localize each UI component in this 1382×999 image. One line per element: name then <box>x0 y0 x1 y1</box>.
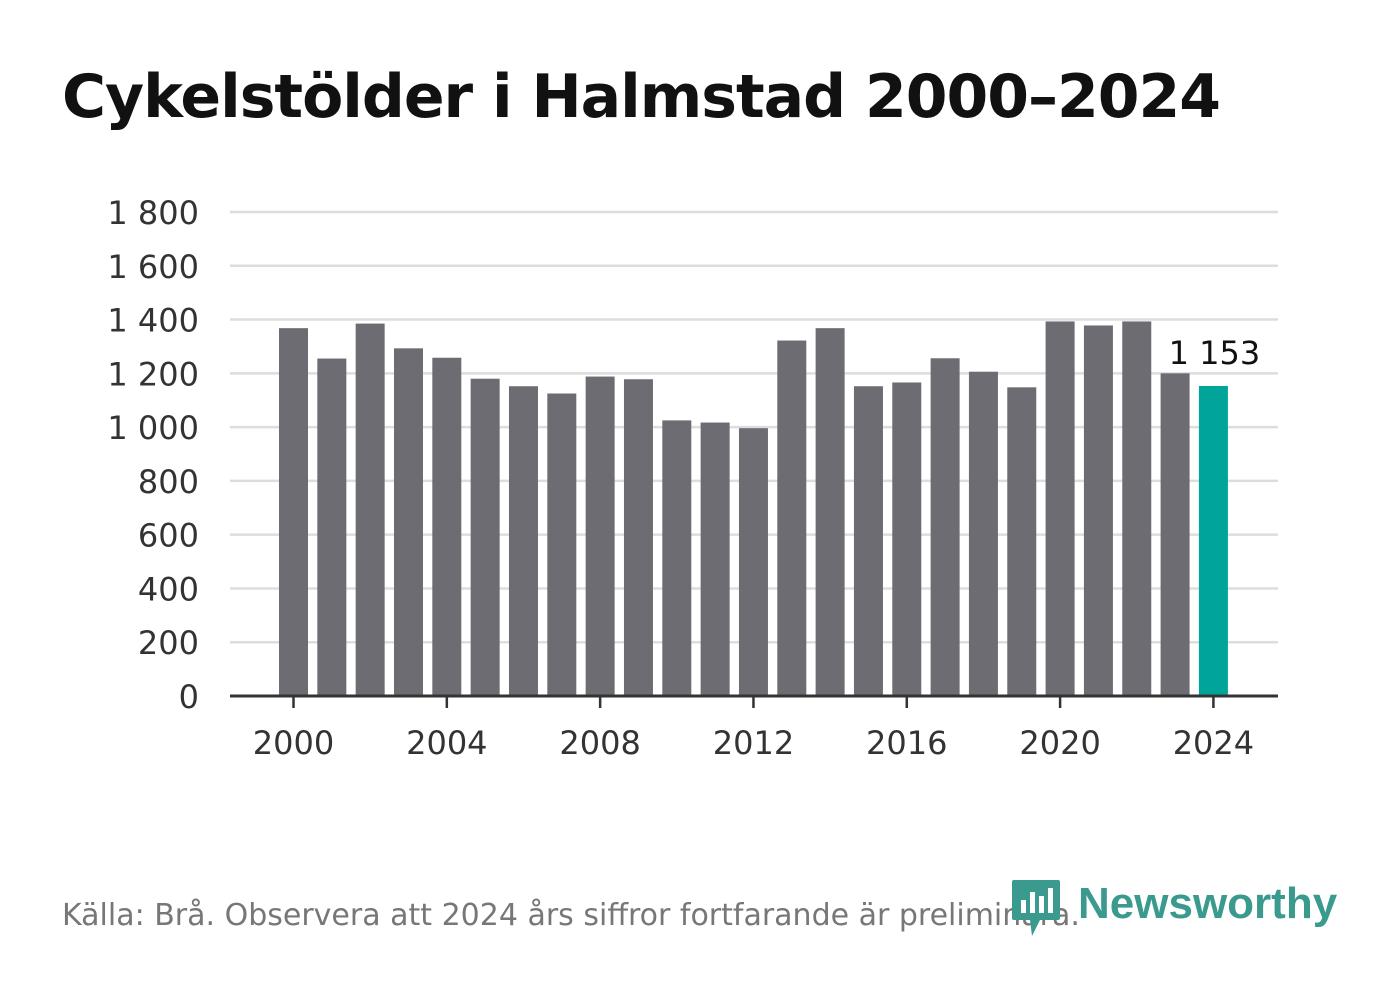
bar <box>470 378 500 696</box>
bar <box>547 393 577 696</box>
x-tick-label: 2020 <box>1019 724 1100 762</box>
bar <box>585 376 615 696</box>
bar <box>1122 321 1152 696</box>
bar <box>508 386 538 696</box>
bar <box>279 328 308 696</box>
bar <box>892 382 922 696</box>
x-tick-label: 2012 <box>713 724 794 762</box>
bar <box>623 379 653 696</box>
bar <box>355 323 385 696</box>
y-tick-label: 400 <box>138 570 199 608</box>
y-tick-label: 0 <box>179 678 199 716</box>
y-tick-label: 1 800 <box>107 194 199 232</box>
bar <box>1160 373 1190 696</box>
chart-title: Cykelstölder i Halmstad 2000–2024 <box>62 62 1221 132</box>
newsworthy-chart-icon <box>1012 880 1060 936</box>
y-tick-label: 1 600 <box>107 248 199 286</box>
y-tick-label: 200 <box>138 624 199 662</box>
bar <box>1083 325 1113 696</box>
brand-logo: Newsworthy <box>1010 878 1337 940</box>
bar <box>432 357 462 696</box>
y-tick-label: 800 <box>138 463 199 501</box>
bar <box>777 340 807 696</box>
bar <box>1045 321 1075 696</box>
bar <box>700 422 730 696</box>
bar <box>853 386 883 696</box>
bar <box>662 420 692 696</box>
y-tick-label: 1 200 <box>107 355 199 393</box>
x-tick-label: 2016 <box>866 724 947 762</box>
brand-name: Newsworthy <box>1078 879 1338 928</box>
y-tick-label: 1 400 <box>107 302 199 340</box>
x-tick-label: 2024 <box>1173 724 1254 762</box>
data-labels: 1 153 <box>1169 334 1261 372</box>
y-tick-label: 600 <box>138 517 199 555</box>
bar <box>317 358 347 696</box>
x-tick-label: 2004 <box>406 724 487 762</box>
bar-highlight <box>1198 385 1228 696</box>
data-label-2024: 1 153 <box>1169 334 1261 372</box>
source-note: Källa: Brå. Observera att 2024 års siffr… <box>62 898 1080 933</box>
x-tick-label: 2000 <box>253 724 334 762</box>
bar <box>393 348 423 696</box>
x-axis: 2000 2004 2008 2012 2016 2020 2024 <box>230 694 1278 762</box>
bar <box>1007 387 1037 696</box>
bar <box>738 428 768 696</box>
bar <box>930 358 960 696</box>
bar <box>815 328 845 696</box>
y-tick-label: 1 000 <box>107 409 199 447</box>
bars <box>279 321 1228 696</box>
bar <box>968 371 998 696</box>
y-axis: 0 200 400 600 800 1 000 1 200 1 400 1 600 1 800 <box>107 194 199 716</box>
x-tick-label: 2008 <box>559 724 640 762</box>
